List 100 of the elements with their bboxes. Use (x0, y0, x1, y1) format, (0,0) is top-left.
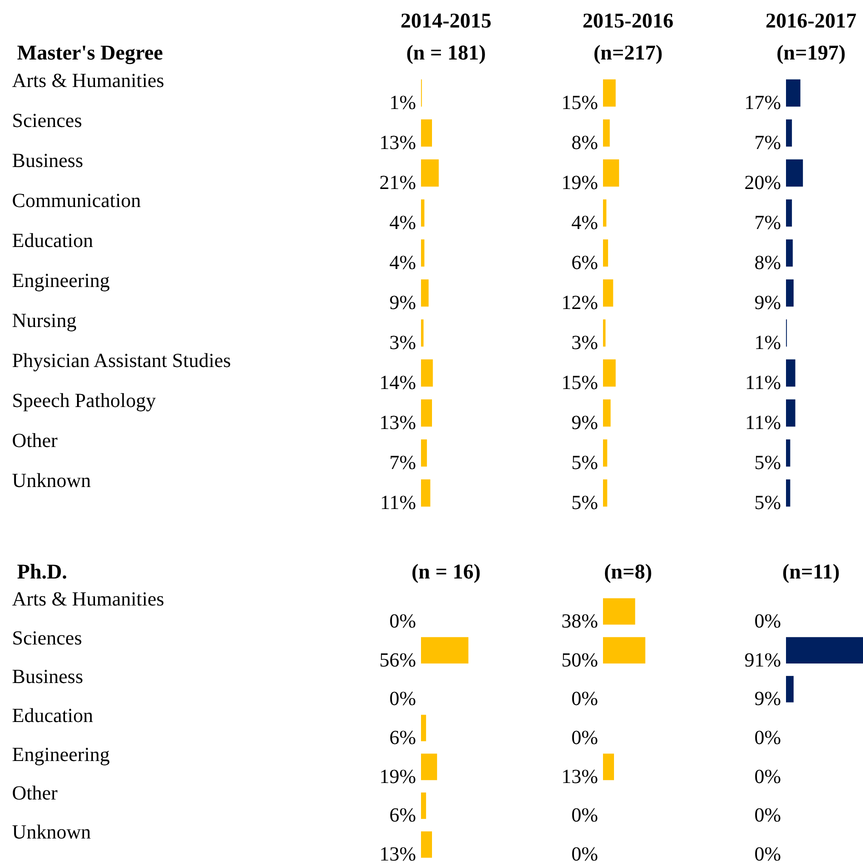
bar (603, 479, 608, 507)
data-label: 21% (379, 172, 416, 194)
data-label: 11% (745, 372, 781, 394)
bar (421, 831, 432, 858)
data-label: 5% (571, 452, 598, 474)
bar (786, 239, 793, 267)
bar (421, 439, 427, 467)
bar (786, 119, 792, 147)
bar (603, 79, 616, 107)
bar (421, 319, 424, 347)
bar (421, 119, 432, 147)
bar (421, 239, 424, 267)
y-tick-label: Other (12, 430, 58, 452)
bar (603, 439, 608, 467)
data-label: 91% (744, 649, 781, 672)
y-tick-label: Communication (12, 190, 141, 212)
y-tick-label: Business (12, 150, 84, 172)
data-label: 0% (754, 844, 781, 865)
data-label: 11% (380, 492, 416, 514)
bar (421, 714, 426, 742)
bar (786, 199, 792, 227)
data-label: 4% (571, 212, 598, 234)
data-label: 0% (754, 610, 781, 632)
data-label: 5% (571, 492, 598, 514)
data-label: 8% (571, 132, 598, 154)
data-label: 0% (389, 688, 416, 710)
chart-subtitle: (n=8) (604, 560, 652, 584)
data-label: 7% (754, 212, 781, 234)
data-label: 9% (571, 412, 598, 434)
y-tick-label: Arts & Humanities (12, 588, 164, 610)
data-label: 13% (561, 766, 598, 788)
y-tick-label: Other (12, 782, 58, 805)
data-label: 13% (379, 132, 416, 154)
data-label: 56% (379, 649, 416, 672)
bar (603, 279, 614, 307)
y-tick-label: Speech Pathology (12, 390, 156, 412)
data-label: 6% (389, 804, 416, 827)
y-tick-label: Engineering (12, 270, 110, 292)
bar (786, 479, 790, 507)
data-label: 15% (561, 92, 598, 114)
data-label: 4% (389, 212, 416, 234)
data-label: 6% (571, 252, 598, 274)
bar (603, 399, 611, 427)
data-label: 0% (571, 727, 598, 749)
data-label: 8% (754, 252, 781, 274)
y-axis-title: Master's Degree (17, 40, 163, 64)
chart-title: 2015-2016 (582, 8, 674, 32)
data-label: 14% (379, 372, 416, 394)
bar (603, 159, 620, 187)
data-label: 0% (571, 844, 598, 865)
y-tick-label: Unknown (12, 470, 91, 492)
data-label: 11% (745, 412, 781, 434)
bar (603, 359, 616, 387)
y-tick-label: Unknown (12, 822, 91, 844)
data-label: 7% (754, 132, 781, 154)
data-label: 6% (389, 727, 416, 749)
data-label: 15% (561, 372, 598, 394)
bar (603, 319, 606, 347)
bar (421, 479, 430, 507)
data-label: 3% (571, 332, 598, 354)
data-label: 7% (389, 452, 416, 474)
data-label: 0% (754, 727, 781, 749)
data-label: 9% (754, 292, 781, 314)
bar (786, 399, 796, 427)
data-label: 4% (389, 252, 416, 274)
data-label: 12% (561, 292, 598, 314)
data-label: 0% (754, 804, 781, 827)
bar (603, 119, 610, 147)
data-label: 0% (571, 804, 598, 827)
data-label: 13% (379, 844, 416, 865)
bar (421, 159, 439, 187)
data-label: 5% (754, 492, 781, 514)
chart-subtitle: (n=197) (776, 40, 846, 64)
y-tick-label: Sciences (12, 110, 82, 132)
bar (421, 754, 438, 780)
data-label: 0% (571, 688, 598, 710)
y-tick-label: Arts & Humanities (12, 70, 164, 92)
bar (786, 439, 790, 467)
data-label: 5% (754, 452, 781, 474)
bar (421, 279, 429, 307)
data-label: 19% (379, 766, 416, 788)
bar (421, 792, 426, 819)
data-label: 0% (389, 610, 416, 632)
bar (421, 199, 424, 227)
data-label: 9% (389, 292, 416, 314)
bar (786, 359, 796, 387)
y-tick-label: Sciences (12, 627, 82, 650)
chart-subtitle: (n=217) (593, 40, 663, 64)
data-label: 9% (754, 688, 781, 710)
bar (786, 79, 800, 107)
y-tick-label: Engineering (12, 744, 110, 766)
data-label: 1% (754, 332, 781, 354)
data-label: 1% (389, 92, 416, 114)
bar (786, 159, 803, 187)
y-tick-label: Education (12, 230, 94, 252)
y-tick-label: Physician Assistant Studies (12, 350, 232, 372)
bar (421, 359, 433, 387)
data-label: 3% (389, 332, 416, 354)
data-label: 38% (561, 610, 598, 632)
bar (603, 239, 608, 267)
